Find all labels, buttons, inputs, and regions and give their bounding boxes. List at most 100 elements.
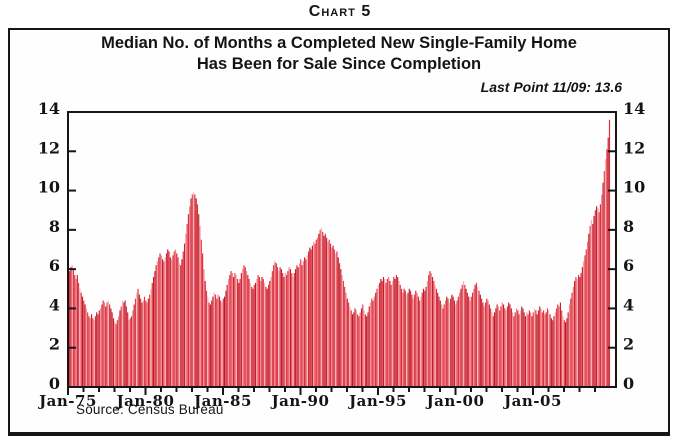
bar	[298, 263, 301, 387]
bar	[381, 280, 383, 387]
bar	[112, 318, 115, 387]
bar	[212, 296, 214, 387]
bar	[229, 275, 231, 387]
bar	[164, 257, 166, 387]
bar	[310, 249, 312, 387]
bar	[176, 253, 178, 387]
bar	[119, 310, 121, 387]
bar	[248, 278, 250, 387]
bar	[287, 271, 289, 387]
bar	[607, 137, 609, 387]
bar	[540, 308, 542, 387]
bar	[121, 300, 124, 387]
bar	[203, 269, 205, 387]
bar	[333, 249, 335, 387]
bar	[552, 320, 554, 387]
bar	[469, 300, 471, 387]
bar	[332, 245, 334, 387]
bar	[362, 304, 364, 387]
bar	[509, 304, 511, 387]
y-axis-label-left: 10	[38, 178, 60, 197]
bar	[358, 316, 360, 387]
bar	[278, 271, 280, 387]
bar	[512, 312, 514, 387]
bar	[238, 282, 240, 387]
bar	[335, 253, 337, 387]
bar	[608, 119, 611, 388]
bar	[111, 312, 113, 387]
x-axis-label: Jan-05	[502, 392, 562, 410]
bar	[261, 277, 263, 387]
bar	[375, 292, 377, 387]
y-axis-label-left: 14	[38, 99, 60, 118]
bar	[242, 269, 244, 387]
bar	[297, 267, 299, 387]
y-axis-label-right: 0	[623, 374, 634, 393]
bar	[336, 251, 338, 387]
bar	[371, 298, 373, 387]
bar	[522, 308, 524, 387]
bar	[422, 288, 425, 387]
bar	[225, 290, 227, 387]
bar	[309, 247, 311, 387]
x-axis-label: Jan-00	[425, 392, 485, 410]
bar	[434, 284, 436, 387]
bar	[384, 278, 386, 387]
bar	[561, 310, 563, 387]
chart-title-line1: Median No. of Months a Completed New Sin…	[101, 34, 577, 52]
bar	[142, 300, 144, 387]
bar	[515, 308, 518, 387]
bar	[504, 308, 506, 387]
bar	[464, 284, 466, 387]
bar	[439, 300, 441, 387]
bar	[580, 273, 582, 387]
bar	[134, 298, 137, 387]
bar	[353, 312, 355, 387]
bar	[257, 275, 259, 387]
bar	[429, 271, 431, 387]
bar	[501, 302, 503, 387]
bar	[548, 310, 550, 387]
bar	[412, 298, 414, 387]
bar	[437, 292, 439, 387]
bar	[220, 300, 222, 387]
x-axis-label: Jan-90	[270, 392, 330, 410]
bar	[154, 271, 156, 387]
bar	[346, 298, 348, 387]
bar	[368, 306, 370, 387]
chart-number-label: Chart 5	[308, 3, 372, 20]
bar	[410, 290, 412, 387]
bar	[270, 277, 272, 387]
bar	[459, 292, 461, 387]
bar	[75, 278, 77, 387]
bar	[531, 316, 533, 387]
bar	[487, 300, 489, 387]
bar	[534, 308, 536, 387]
plot-frame	[67, 111, 617, 388]
bar	[446, 296, 448, 387]
bar	[195, 198, 197, 387]
bar	[465, 288, 467, 387]
bar	[554, 312, 556, 387]
bar	[136, 292, 138, 387]
bar	[147, 298, 149, 387]
bar	[326, 237, 328, 387]
bar	[479, 294, 481, 387]
bar	[301, 265, 303, 387]
bar	[158, 257, 160, 387]
bar	[364, 314, 366, 387]
bar	[572, 286, 574, 387]
y-axis-label-right: 14	[623, 99, 645, 118]
bar	[115, 324, 117, 387]
bar	[349, 306, 351, 387]
x-axis-label: Jan-95	[347, 392, 407, 410]
bar	[92, 318, 94, 387]
bar	[403, 288, 405, 387]
bar	[146, 302, 148, 387]
bar	[417, 296, 419, 387]
bar	[411, 294, 413, 387]
bar	[571, 292, 573, 387]
bar	[93, 320, 95, 387]
bar	[198, 214, 200, 387]
bar	[227, 278, 230, 387]
